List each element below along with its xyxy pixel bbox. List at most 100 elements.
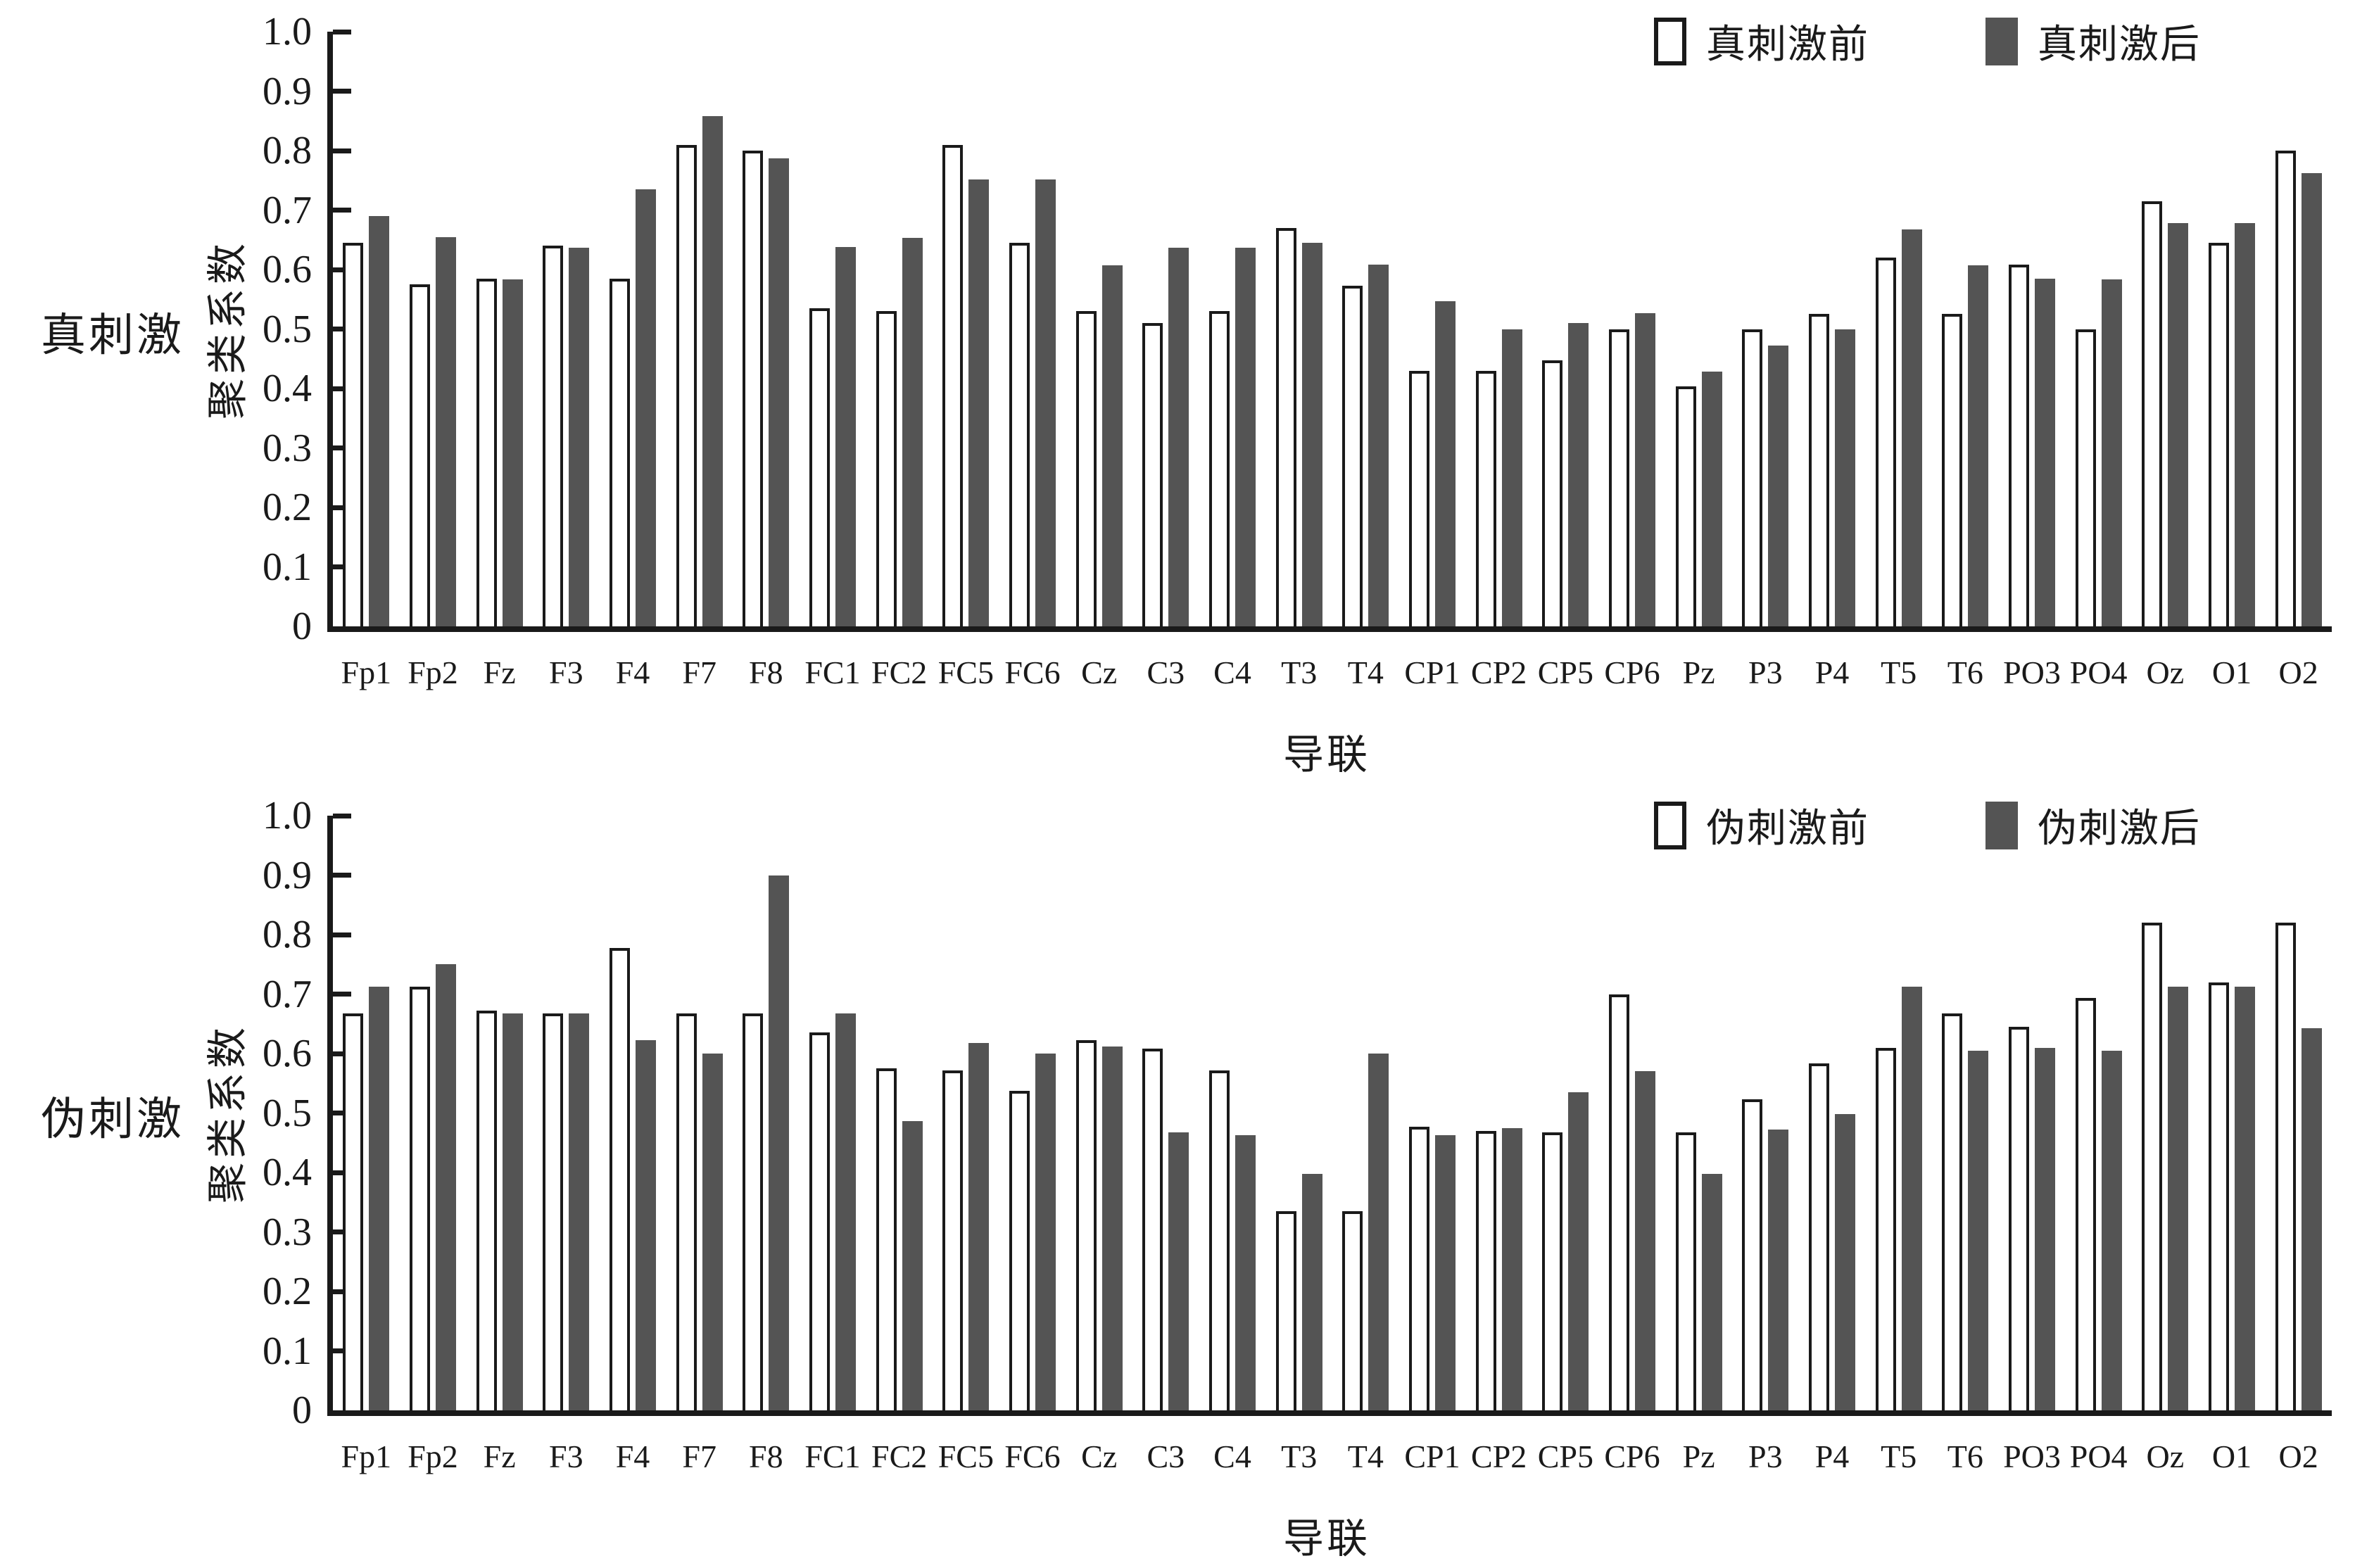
x-category-label: F7 bbox=[682, 1439, 716, 1474]
x-category-label: T6 bbox=[1947, 1439, 1983, 1474]
bar-post-Oz bbox=[2168, 987, 2189, 1410]
bar-pre-O2 bbox=[2275, 923, 2296, 1410]
bar-pre-Cz bbox=[1075, 311, 1097, 626]
bar-pre-Fz bbox=[476, 1011, 497, 1410]
bar-post-F4 bbox=[636, 189, 656, 626]
bar-pre-PO4 bbox=[2075, 998, 2096, 1410]
bar-pre-CP1 bbox=[1409, 1126, 1429, 1410]
real-stim-chart-area: 1.0 0.9 0.8 0.7 0.6 0.5 0.4 0.3 0.2 0.1 0 Fp1 Fp2 Fz F… bbox=[263, 12, 2332, 689]
x-category-label: Oz bbox=[2146, 655, 2185, 690]
bar-pre-Fp1 bbox=[343, 1013, 364, 1410]
x-category-label: FC1 bbox=[804, 655, 861, 690]
y-tick-mark bbox=[333, 564, 351, 569]
real-stim-panel-label: 真刺激 bbox=[41, 310, 184, 360]
sham-stim-panel: 伪刺激 聚类系数 伪刺激前 伪刺激后 1.0 0.9 0.8 0.7 0.6 0.5 0.4… bbox=[0, 784, 2355, 1568]
x-category-label: FC6 bbox=[1004, 1439, 1061, 1474]
x-category-label: Fp2 bbox=[408, 1439, 458, 1474]
x-category-label: O1 bbox=[2211, 1439, 2252, 1474]
bar-post-F7 bbox=[702, 1054, 723, 1410]
bar-pre-O1 bbox=[2209, 242, 2229, 626]
bar-post-T6 bbox=[1968, 1050, 1989, 1410]
y-tick-label: 0.4 bbox=[263, 1151, 312, 1194]
legend-swatch-sham-post bbox=[1985, 801, 2018, 849]
bar-post-Pz bbox=[1701, 1173, 1722, 1410]
sham-stim-legend: 伪刺激前 伪刺激后 bbox=[1654, 797, 2201, 854]
x-category-label: CP2 bbox=[1471, 1439, 1527, 1474]
bar-pre-F8 bbox=[743, 1013, 764, 1410]
bar-pre-FC5 bbox=[942, 144, 964, 626]
bar-pre-Pz bbox=[1675, 386, 1696, 626]
x-category-label: O2 bbox=[2278, 1439, 2318, 1474]
y-tick-mark bbox=[333, 327, 351, 331]
bar-pre-P4 bbox=[1809, 314, 1829, 626]
sham-stim-x-axis-title: 导联 bbox=[1282, 1516, 1370, 1562]
bar-pre-T4 bbox=[1342, 285, 1363, 626]
y-tick-mark bbox=[333, 813, 351, 818]
bar-post-Fp1 bbox=[369, 215, 390, 626]
bar-post-O2 bbox=[2301, 173, 2322, 626]
bar-post-F4 bbox=[636, 1040, 656, 1410]
y-tick-label: 0.8 bbox=[263, 129, 312, 172]
y-tick-label: 0.3 bbox=[263, 426, 312, 470]
x-category-label: FC5 bbox=[937, 655, 994, 690]
y-tick-mark bbox=[333, 29, 351, 34]
bar-pre-F8 bbox=[743, 151, 764, 626]
sham-stim-chart-area: 1.0 0.9 0.8 0.7 0.6 0.5 0.4 0.3 0.2 0.1 0 Fp1 Fp2 Fz F… bbox=[263, 796, 2332, 1473]
bar-post-CP5 bbox=[1568, 323, 1589, 626]
x-category-label: T4 bbox=[1347, 1439, 1384, 1474]
y-tick-mark bbox=[333, 1111, 351, 1115]
bar-post-Fz bbox=[502, 1013, 523, 1410]
y-tick-label: 0.7 bbox=[263, 188, 312, 232]
y-tick-label: 0.3 bbox=[263, 1210, 312, 1254]
y-tick-label: 0.6 bbox=[263, 1032, 312, 1075]
y-tick-label: 0.7 bbox=[263, 972, 312, 1016]
y-tick-label: 0.2 bbox=[263, 1270, 312, 1313]
bar-post-CP6 bbox=[1635, 312, 1655, 626]
x-category-label: O1 bbox=[2211, 655, 2252, 690]
bar-pre-FC2 bbox=[876, 1068, 897, 1410]
x-category-label: Fz bbox=[483, 655, 516, 690]
x-category-label: Fz bbox=[483, 1439, 516, 1474]
bar-pre-T4 bbox=[1342, 1210, 1363, 1410]
bar-pre-FC2 bbox=[876, 311, 897, 626]
y-tick-mark bbox=[333, 1051, 351, 1056]
bar-pre-T6 bbox=[1942, 314, 1963, 626]
bar-post-F3 bbox=[569, 247, 590, 626]
bar-post-PO4 bbox=[2101, 279, 2122, 626]
real-stim-panel: 真刺激 聚类系数 真刺激前 真刺激后 1.0 0.9 0.8 0.7 0.6 0.5 0.4… bbox=[41, 12, 2332, 778]
x-category-label: PO3 bbox=[2003, 1439, 2061, 1474]
x-category-label: PO4 bbox=[2069, 1439, 2128, 1474]
legend-item-sham-pre: 伪刺激前 bbox=[1654, 797, 1869, 854]
bar-post-T5 bbox=[1901, 229, 1922, 626]
bar-pre-F4 bbox=[610, 278, 630, 626]
bar-post-C4 bbox=[1235, 1134, 1256, 1410]
x-category-label: C3 bbox=[1147, 655, 1185, 690]
x-category-label: PO3 bbox=[2003, 655, 2061, 690]
y-tick-label: 0.8 bbox=[263, 913, 312, 956]
bar-pre-P3 bbox=[1742, 1099, 1763, 1410]
x-category-label: P4 bbox=[1814, 1439, 1850, 1474]
x-category-label: CP5 bbox=[1537, 1439, 1593, 1474]
x-category-label: T5 bbox=[1881, 1439, 1917, 1474]
bar-pre-Fp2 bbox=[410, 284, 430, 626]
bar-pre-T3 bbox=[1275, 227, 1296, 626]
bar-post-F8 bbox=[769, 158, 790, 626]
x-category-label: FC2 bbox=[871, 655, 928, 690]
x-category-label: PO4 bbox=[2069, 655, 2128, 690]
y-tick-mark bbox=[333, 1289, 351, 1294]
bar-post-FC1 bbox=[835, 246, 856, 626]
bar-post-PO3 bbox=[2035, 1047, 2055, 1410]
bar-pre-CP6 bbox=[1609, 994, 1629, 1410]
y-tick-mark bbox=[333, 1229, 351, 1234]
y-tick-label: 0.1 bbox=[263, 545, 312, 589]
x-category-label: FC1 bbox=[804, 1439, 861, 1474]
legend-item-real-post: 真刺激后 bbox=[1985, 13, 2201, 70]
x-category-label: F8 bbox=[749, 1439, 783, 1474]
x-category-label: C4 bbox=[1213, 655, 1251, 690]
bar-post-FC2 bbox=[902, 238, 923, 626]
bar-post-PO3 bbox=[2035, 278, 2055, 626]
bar-post-FC5 bbox=[968, 1042, 990, 1410]
legend-swatch-sham-pre bbox=[1654, 801, 1686, 849]
bar-pre-CP2 bbox=[1475, 370, 1496, 626]
bar-post-T6 bbox=[1968, 265, 1989, 626]
